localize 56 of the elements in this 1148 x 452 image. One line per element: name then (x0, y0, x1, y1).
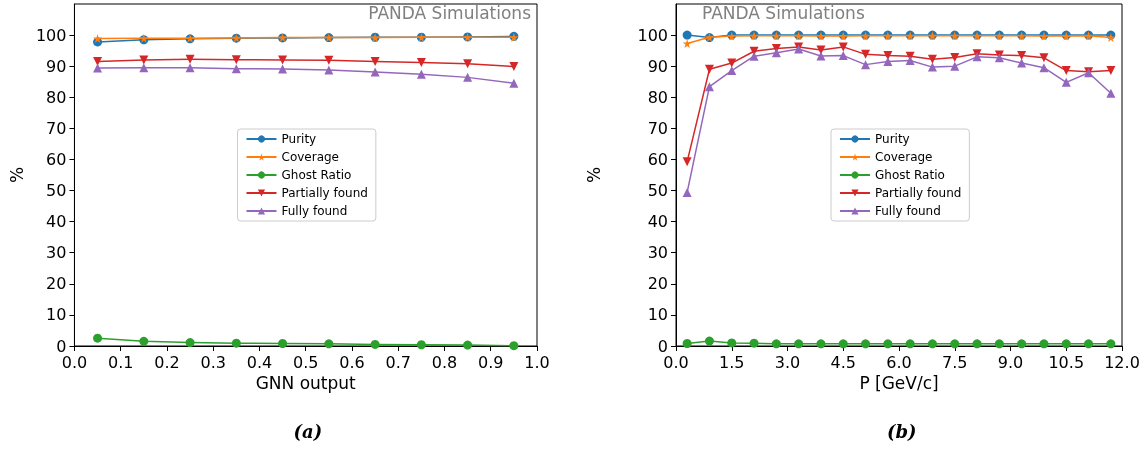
x-axis-title: GNN output (255, 373, 357, 394)
y-tick-label: 20 (46, 274, 67, 294)
x-tick-label: 3.0 (774, 352, 801, 372)
x-tick-label: 7.5 (942, 352, 968, 372)
y-tick-label: 100 (637, 25, 668, 45)
legend-label: Purity (281, 132, 317, 146)
x-tick-label: 0.7 (385, 352, 411, 372)
x-tick-label: 9.0 (997, 352, 1024, 372)
x-tick-label: 12.0 (1104, 352, 1140, 372)
x-axis-title: P [GeV/c] (859, 373, 939, 394)
y-tick-label: 90 (46, 56, 67, 76)
text: (b) (887, 420, 917, 442)
y-axis-title: % (6, 166, 27, 184)
legend-label: Ghost Ratio (875, 168, 945, 182)
y-tick-label: 80 (647, 87, 668, 107)
y-tick-label: 60 (46, 149, 67, 169)
annotation: PANDA Simulations (368, 2, 532, 23)
x-tick-label: 0.2 (154, 352, 180, 372)
legend-label: Coverage (875, 150, 933, 164)
legend-label: Fully found (281, 204, 348, 218)
x-tick-label: 6.0 (886, 352, 912, 372)
x-tick-label: 0.4 (246, 352, 273, 372)
legend-label: Partially found (875, 186, 962, 200)
y-tick-label: 60 (647, 149, 668, 169)
x-tick-label: 0.3 (200, 352, 226, 372)
legend-label: Purity (875, 132, 910, 146)
y-tick-label: 100 (35, 25, 67, 45)
x-tick-label: 10.5 (1048, 352, 1085, 372)
x-tick-label: 0.8 (431, 352, 458, 372)
legend-label: Fully found (875, 204, 941, 218)
y-tick-label: 30 (647, 243, 668, 263)
x-tick-label: 4.5 (830, 352, 856, 372)
x-tick-label: 0.9 (478, 352, 504, 372)
y-tick-label: 40 (46, 212, 67, 232)
x-tick-label: 1.5 (719, 352, 745, 372)
y-tick-label: 70 (647, 118, 668, 138)
legend-label: Partially found (281, 186, 368, 200)
annotation: PANDA Simulations (702, 2, 865, 23)
y-tick-label: 10 (46, 305, 67, 325)
y-tick-label: 50 (647, 181, 668, 201)
x-tick-label: 1.0 (524, 352, 550, 372)
y-tick-label: 70 (46, 118, 67, 138)
x-tick-label: 0.5 (292, 352, 319, 372)
y-tick-label: 40 (647, 212, 668, 232)
y-tick-label: 30 (46, 243, 67, 263)
y-tick-label: 20 (647, 274, 668, 294)
legend-label: Ghost Ratio (281, 168, 352, 182)
x-tick-label: 0.1 (107, 352, 134, 372)
y-tick-label: 80 (46, 87, 67, 107)
y-axis-title: % (583, 166, 604, 184)
y-tick-label: 50 (46, 181, 67, 201)
text: (a) (293, 420, 323, 442)
legend-label: Coverage (281, 150, 339, 164)
y-tick-label: 10 (647, 305, 668, 325)
x-tick-label: 0.6 (339, 352, 365, 372)
y-tick-label: 90 (647, 56, 668, 76)
